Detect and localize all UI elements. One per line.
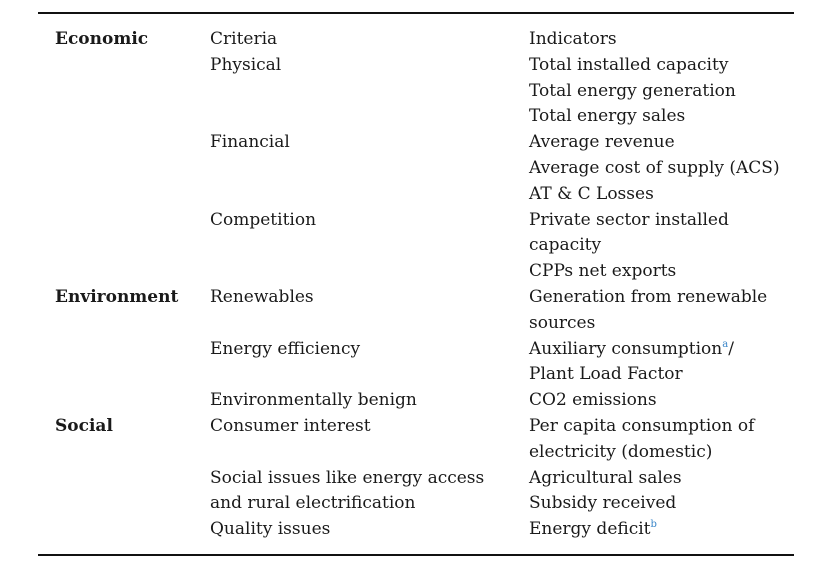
criteria-cell-text: Consumer interest xyxy=(210,416,371,436)
category-cell-text: Environment xyxy=(55,287,179,307)
criteria-cell-text: Energy efficiency xyxy=(210,338,361,359)
criteria-cell-text: Quality issues xyxy=(210,519,331,540)
criteria-cell: Criteria xyxy=(210,27,277,53)
indicator-cell-text: Per capita consumption of xyxy=(529,416,755,436)
criteria-cell: Physical xyxy=(210,53,281,79)
indicator-cell: electricity (domestic) xyxy=(529,440,712,466)
indicator-cell-text: Private sector installed xyxy=(529,209,729,230)
indicator-cell: Private sector installed xyxy=(529,208,729,234)
table-bottom-rule xyxy=(38,554,794,556)
indicator-cell-text: AT & C Losses xyxy=(529,183,654,204)
criteria-cell: Competition xyxy=(210,208,316,234)
indicator-cell: CPPs net exports xyxy=(529,259,676,285)
footnote-marker[interactable]: b xyxy=(650,519,657,531)
indicator-cell-text: Total energy sales xyxy=(529,106,686,127)
indicator-cell-text: electricity (domestic) xyxy=(529,441,713,462)
criteria-cell: Social issues like energy access xyxy=(210,466,484,492)
category-cell-text: Economic xyxy=(55,29,149,49)
indicator-cell-text: Indicators xyxy=(529,29,617,49)
indicator-cell-text: Plant Load Factor xyxy=(529,364,683,385)
indicator-cell-text: CPPs net exports xyxy=(529,261,677,282)
indicator-cell-text: Average revenue xyxy=(529,132,675,153)
category-cell-text: Social xyxy=(55,416,113,436)
indicator-cell: Agricultural sales xyxy=(529,466,682,492)
indicator-cell: Auxiliary consumptiona/ xyxy=(529,337,734,363)
criteria-cell: Consumer interest xyxy=(210,414,371,440)
criteria-cell-text: and rural electrification xyxy=(210,493,416,514)
category-cell: Economic xyxy=(55,27,148,53)
indicator-cell-text: Agricultural sales xyxy=(529,467,682,488)
indicator-cell: Total installed capacity xyxy=(529,53,728,79)
criteria-cell: Renewables xyxy=(210,285,314,311)
indicator-cell: Indicators xyxy=(529,27,617,53)
indicator-cell-text: CO2 emissions xyxy=(529,390,657,411)
criteria-cell: Financial xyxy=(210,130,290,156)
indicator-cell: sources xyxy=(529,311,595,337)
criteria-cell-text: Social issues like energy access xyxy=(210,467,485,488)
indicator-cell: Total energy sales xyxy=(529,104,685,130)
indicator-cell: Plant Load Factor xyxy=(529,362,683,388)
indicator-cell-text: capacity xyxy=(529,235,602,256)
indicator-cell-text: Average cost of supply (ACS) xyxy=(529,158,780,178)
indicator-tail-text: / xyxy=(728,338,734,359)
indicator-cell: Average revenue xyxy=(529,130,675,156)
indicator-cell: Generation from renewable xyxy=(529,285,767,311)
indicator-cell: Energy deficitb xyxy=(529,517,657,543)
table-top-rule xyxy=(38,12,794,14)
footnote-marker[interactable]: a xyxy=(722,338,729,350)
criteria-cell: Energy efficiency xyxy=(210,337,360,363)
indicator-cell-text: Generation from renewable xyxy=(529,287,768,307)
indicator-cell: Average cost of supply (ACS) xyxy=(529,156,780,182)
indicator-cell-text: Subsidy received xyxy=(529,493,677,514)
criteria-cell-text: Physical xyxy=(210,54,282,75)
criteria-cell-text: Financial xyxy=(210,132,290,153)
criteria-cell-text: Criteria xyxy=(210,29,278,49)
indicator-cell-text: Energy deficit xyxy=(529,519,651,540)
criteria-cell-text: Environmentally benign xyxy=(210,390,417,411)
indicator-cell: Subsidy received xyxy=(529,491,676,517)
indicator-cell: Per capita consumption of xyxy=(529,414,754,440)
indicator-cell: capacity xyxy=(529,233,601,259)
criteria-cell: Environmentally benign xyxy=(210,388,417,414)
indicator-cell-text: Total energy generation xyxy=(529,80,736,101)
indicator-cell: Total energy generation xyxy=(529,79,736,105)
indicator-cell: CO2 emissions xyxy=(529,388,657,414)
indicator-cell-text: Total installed capacity xyxy=(529,54,729,75)
criteria-cell-text: Competition xyxy=(210,209,317,230)
indicator-cell-text: sources xyxy=(529,312,596,333)
indicator-cell-text: Auxiliary consumption xyxy=(529,338,723,359)
criteria-cell: and rural electrification xyxy=(210,491,415,517)
category-cell: Environment xyxy=(55,285,178,311)
indicator-cell: AT & C Losses xyxy=(529,182,654,208)
criteria-cell-text: Renewables xyxy=(210,287,314,307)
criteria-cell: Quality issues xyxy=(210,517,330,543)
category-cell: Social xyxy=(55,414,113,440)
